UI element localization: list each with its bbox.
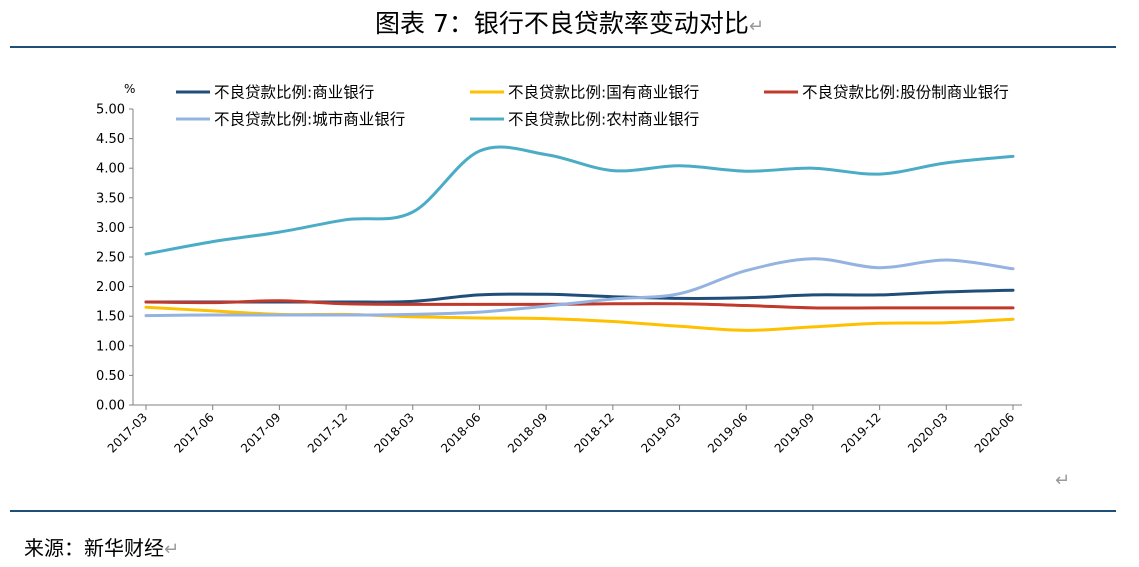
x-tick-label: 2018-03 (372, 410, 417, 455)
line-chart: % 0.00 0.50 1.00 1.50 2.00 2.50 3.00 3.50 4.00 4.… (96, 82, 1022, 456)
return-mark-icon: ↵ (164, 539, 180, 560)
y-tick-label: 3.50 (96, 191, 125, 206)
x-tick-label: 2017-06 (171, 410, 216, 455)
series-line-4 (144, 257, 1015, 318)
legend-label-3: 不良贷款比例:股份制商业银行 (802, 84, 1009, 102)
x-tick-label: 2019-03 (638, 410, 683, 455)
legend: 不良贷款比例:商业银行 不良贷款比例:国有商业银行 不良贷款比例:股份制商业银行不良… (176, 84, 1009, 129)
top-divider (10, 46, 1116, 48)
x-tick-label: 2019-12 (838, 410, 883, 455)
bottom-divider (10, 510, 1116, 512)
series-line-2 (144, 305, 1015, 332)
y-tick-label: 1.50 (96, 310, 125, 325)
legend-label-5: 不良贷款比例:农村商业银行 (508, 111, 699, 129)
y-tick-label: 0.50 (96, 369, 125, 384)
x-tick-label: 2018-06 (438, 410, 483, 455)
x-tick-label: 2017-09 (238, 410, 283, 455)
x-tick-label: 2020-03 (905, 410, 950, 455)
x-tick-label: 2019-09 (772, 410, 817, 455)
source-text: 来源：新华财经 (24, 536, 164, 560)
x-tick-label: 2020-06 (972, 410, 1017, 455)
source-note: 来源：新华财经↵ (24, 532, 179, 561)
y-unit-label: % (124, 82, 135, 96)
return-mark-icon: ↵ (748, 16, 764, 37)
x-tick-label: 2018-12 (572, 410, 617, 455)
y-tick-label: 3.00 (96, 221, 125, 236)
y-axis: 0.00 0.50 1.00 1.50 2.00 2.50 3.00 3.50 4.00 4.50… (96, 103, 134, 414)
x-tick-label: 2017-12 (305, 410, 350, 455)
series-line-5 (144, 145, 1015, 256)
x-tick-label: 2018-09 (505, 410, 550, 455)
figure-title-text: 图表 7：银行不良贷款率变动对比 (375, 9, 749, 38)
y-tick-label: 4.50 (96, 132, 125, 147)
series-lines (144, 145, 1015, 332)
series-line-3 (144, 299, 1015, 310)
y-tick-label: 0.00 (96, 399, 125, 414)
y-tick-label: 2.00 (96, 280, 125, 295)
y-tick-label: 5.00 (96, 103, 125, 118)
legend-label-2: 不良贷款比例:国有商业银行 (508, 84, 699, 102)
x-axis: 2017-03 2017-06 2017-09 2017-12 2018-03 2018-… (105, 404, 1022, 456)
y-tick-label: 2.50 (96, 251, 125, 266)
legend-label-4: 不良贷款比例:城市商业银行 (214, 111, 405, 129)
figure-title: 图表 7：银行不良贷款率变动对比↵ (0, 4, 1139, 40)
legend-label-1: 不良贷款比例:商业银行 (214, 84, 374, 102)
y-tick-label: 4.00 (96, 162, 125, 177)
x-tick-label: 2017-03 (105, 410, 150, 455)
y-tick-label: 1.00 (96, 339, 125, 354)
return-mark-icon: ↵ (1055, 470, 1071, 491)
x-tick-label: 2019-06 (705, 410, 750, 455)
